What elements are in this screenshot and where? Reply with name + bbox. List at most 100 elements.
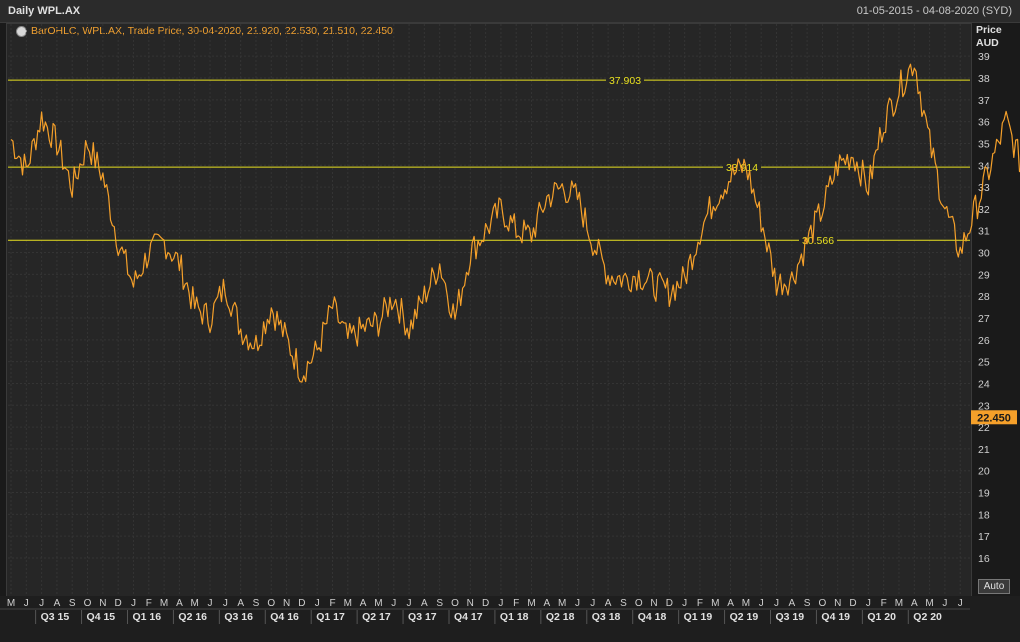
x-tick-month: J xyxy=(866,598,871,609)
x-tick-quarter: Q1 17 xyxy=(316,611,345,623)
x-tick-month: S xyxy=(804,598,811,609)
x-tick-month: A xyxy=(727,598,734,609)
x-tick-month: N xyxy=(650,598,657,609)
x-tick-month: A xyxy=(360,598,367,609)
current-price-label: 22.450 xyxy=(977,412,1011,424)
x-tick-quarter: Q4 17 xyxy=(454,611,483,623)
x-tick-month: O xyxy=(451,598,459,609)
x-tick-month: J xyxy=(407,598,412,609)
x-tick-month: J xyxy=(682,598,687,609)
y-tick-label: 33 xyxy=(978,182,990,194)
legend[interactable]: BarOHLC, WPL.AX, Trade Price, 30-04-2020… xyxy=(16,24,393,38)
x-tick-month: A xyxy=(544,598,551,609)
y-tick-label: 18 xyxy=(978,509,990,521)
y-tick-label: 23 xyxy=(978,400,990,412)
x-tick-month: M xyxy=(7,598,15,609)
x-tick-quarter: Q1 20 xyxy=(867,611,896,623)
x-tick-month: A xyxy=(788,598,795,609)
x-tick-month: N xyxy=(283,598,290,609)
x-tick-quarter: Q3 16 xyxy=(224,611,253,623)
y-tick-label: 34 xyxy=(978,160,990,172)
y-tick-label: 16 xyxy=(978,553,990,565)
y-tick-label: 31 xyxy=(978,226,990,238)
y-tick-label: 37 xyxy=(978,95,990,107)
x-tick-month: J xyxy=(223,598,228,609)
x-tick-month: J xyxy=(39,598,44,609)
y-tick-label: 27 xyxy=(978,313,990,325)
auto-scale-button[interactable]: Auto xyxy=(978,579,1010,594)
x-tick-month: M xyxy=(191,598,199,609)
x-tick-month: D xyxy=(666,598,673,609)
reference-line-label: 30.566 xyxy=(802,235,834,247)
y-tick-label: 28 xyxy=(978,291,990,303)
x-tick-quarter: Q2 19 xyxy=(730,611,759,623)
reference-label-background xyxy=(606,74,644,87)
x-tick-quarter: Q2 18 xyxy=(546,611,575,623)
y-tick-label: 30 xyxy=(978,248,990,260)
y-tick-label: 19 xyxy=(978,488,990,500)
x-tick-month: J xyxy=(498,598,503,609)
y-tick-label: 24 xyxy=(978,378,990,390)
x-tick-month: J xyxy=(575,598,580,609)
x-tick-month: O xyxy=(267,598,275,609)
x-tick-month: A xyxy=(911,598,918,609)
x-tick-month: M xyxy=(895,598,903,609)
x-tick-quarter: Q4 16 xyxy=(270,611,299,623)
y-tick-label: 17 xyxy=(978,531,990,543)
x-tick-quarter: Q4 19 xyxy=(821,611,850,623)
x-tick-month: J xyxy=(131,598,136,609)
x-tick-month: M xyxy=(711,598,719,609)
y-tick-label: 22 xyxy=(978,422,990,434)
x-tick-month: J xyxy=(208,598,213,609)
x-tick-month: M xyxy=(742,598,750,609)
x-tick-month: N xyxy=(99,598,106,609)
x-tick-month: J xyxy=(759,598,764,609)
reference-line-label: 37.903 xyxy=(609,75,641,87)
date-range: 01-05-2015 - 04-08-2020 (SYD) xyxy=(856,5,1012,17)
x-tick-quarter: Q4 15 xyxy=(87,611,116,623)
x-tick-quarter: Q2 20 xyxy=(913,611,942,623)
y-tick-label: 29 xyxy=(978,269,990,281)
x-tick-month: M xyxy=(160,598,168,609)
y-tick-label: 36 xyxy=(978,117,990,129)
x-tick-month: D xyxy=(115,598,122,609)
y-tick-label: 20 xyxy=(978,466,990,478)
x-tick-month: D xyxy=(482,598,489,609)
x-tick-month: M xyxy=(527,598,535,609)
x-tick-month: O xyxy=(84,598,92,609)
x-tick-month: A xyxy=(237,598,244,609)
legend-text: BarOHLC, WPL.AX, Trade Price, 30-04-2020… xyxy=(31,25,393,37)
circle-marker-icon xyxy=(16,25,27,37)
x-tick-month: A xyxy=(421,598,428,609)
x-tick-month: M xyxy=(374,598,382,609)
x-tick-month: D xyxy=(849,598,856,609)
x-tick-month: J xyxy=(942,598,947,609)
x-tick-month: O xyxy=(819,598,827,609)
x-tick-month: F xyxy=(329,598,335,609)
x-tick-month: F xyxy=(513,598,519,609)
x-tick-month: N xyxy=(467,598,474,609)
y-tick-label: 39 xyxy=(978,51,990,63)
x-tick-quarter: Q1 19 xyxy=(684,611,713,623)
x-tick-quarter: Q1 18 xyxy=(500,611,529,623)
title-bar: Daily WPL.AX 01-05-2015 - 04-08-2020 (SY… xyxy=(0,0,1020,23)
x-axis-band xyxy=(0,596,1020,642)
x-tick-month: S xyxy=(69,598,76,609)
x-tick-month: S xyxy=(436,598,443,609)
x-tick-month: A xyxy=(54,598,61,609)
price-series-line xyxy=(10,63,1020,383)
x-tick-quarter: Q3 18 xyxy=(592,611,621,623)
x-tick-month: F xyxy=(697,598,703,609)
x-tick-quarter: Q1 16 xyxy=(132,611,161,623)
x-tick-month: M xyxy=(344,598,352,609)
x-tick-month: S xyxy=(253,598,260,609)
y-tick-label: 21 xyxy=(978,444,990,456)
price-axis-title: Price xyxy=(976,24,1002,36)
plot-area[interactable] xyxy=(6,23,972,597)
x-tick-quarter: Q2 17 xyxy=(362,611,391,623)
x-tick-month: F xyxy=(146,598,152,609)
x-tick-month: A xyxy=(605,598,612,609)
x-tick-month: D xyxy=(298,598,305,609)
y-tick-label: 35 xyxy=(978,138,990,150)
